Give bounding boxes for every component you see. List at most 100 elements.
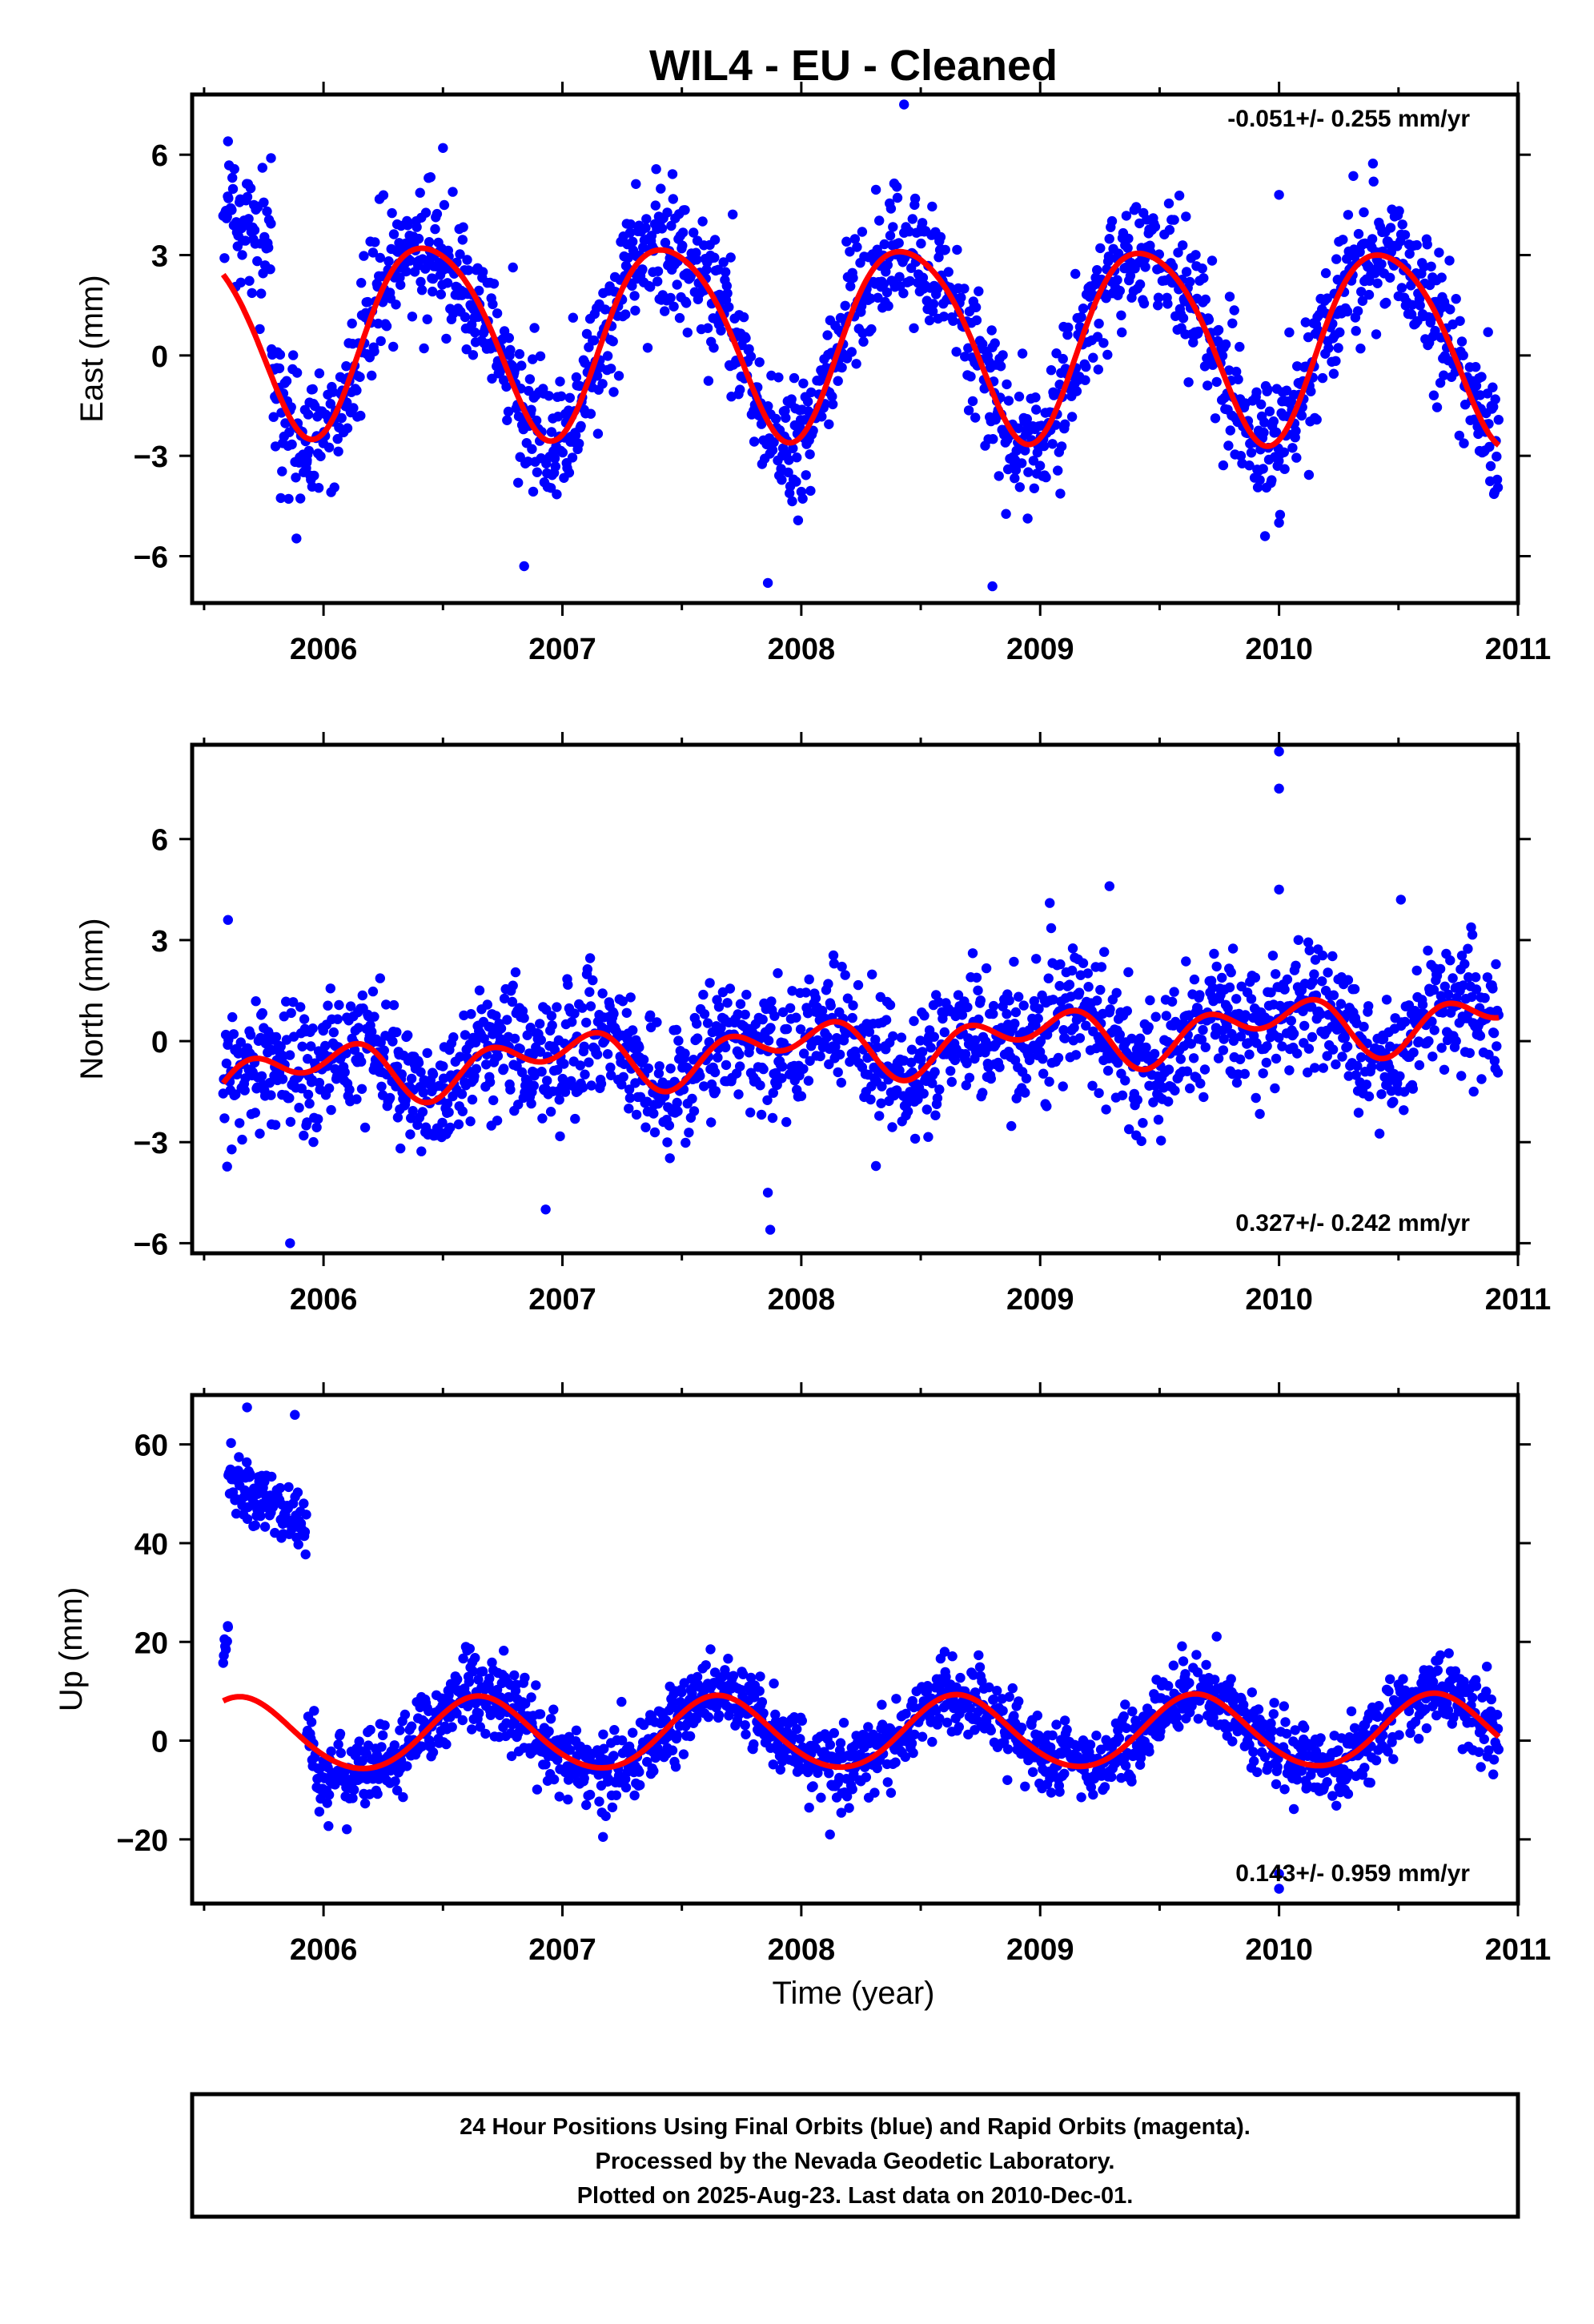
up-point (1007, 1683, 1018, 1694)
north-point (791, 1012, 801, 1023)
up-point (444, 1690, 454, 1701)
up-point (234, 1452, 244, 1462)
east-point (1244, 460, 1255, 471)
east-point (1092, 332, 1103, 342)
up-point (927, 1736, 938, 1747)
east-point (1454, 430, 1465, 441)
up-point (1126, 1776, 1137, 1787)
east-point (458, 222, 468, 232)
east-point (275, 349, 286, 360)
up-point (679, 1678, 689, 1688)
east-point (1259, 531, 1271, 541)
north-point (1342, 1041, 1353, 1052)
east-point (651, 164, 661, 175)
north-point (1006, 1120, 1017, 1132)
north-point (219, 1113, 230, 1124)
up-point (713, 1710, 725, 1720)
east-point (1178, 313, 1189, 324)
north-point (758, 1063, 769, 1075)
north-point (1235, 1031, 1247, 1042)
north-xtick-label: 2006 (290, 1283, 358, 1317)
north-point (1117, 1090, 1128, 1101)
north-point (235, 1118, 245, 1128)
up-point (869, 1787, 880, 1798)
east-point (341, 361, 351, 372)
up-point (389, 1740, 400, 1751)
north-point (765, 1224, 776, 1235)
north-point (1069, 1023, 1079, 1033)
north-point (1407, 1084, 1419, 1094)
up-point (1014, 1696, 1024, 1707)
north-point (1367, 1061, 1377, 1072)
north-point (1064, 979, 1075, 990)
up-point (1002, 1775, 1013, 1785)
north-point (1092, 995, 1102, 1006)
north-point (957, 1010, 968, 1020)
up-point (890, 1757, 901, 1767)
east-point (1385, 272, 1395, 283)
up-point (1020, 1781, 1030, 1791)
east-point (674, 312, 685, 324)
up-point (749, 1739, 759, 1750)
east-point (462, 255, 472, 265)
east-point (967, 396, 978, 407)
north-point (313, 1114, 323, 1124)
north-point (547, 1020, 557, 1031)
north-fit-line (221, 996, 1501, 1106)
north-point (1231, 1077, 1243, 1088)
up-point (835, 1738, 846, 1748)
north-point (1361, 1080, 1372, 1090)
north-point (1141, 1042, 1151, 1053)
east-xtick-label: 2011 (1485, 633, 1551, 666)
north-point (960, 1049, 971, 1059)
east-point (974, 286, 984, 296)
up-point (974, 1650, 984, 1661)
north-point (1078, 958, 1089, 968)
east-frame (190, 92, 1520, 605)
north-point (1417, 999, 1428, 1010)
east-point (416, 285, 428, 296)
up-point (909, 1702, 919, 1713)
up-point (584, 1789, 596, 1800)
north-point (837, 961, 847, 972)
north-point (586, 1080, 596, 1091)
north-xtick-label: 2009 (1006, 1283, 1074, 1317)
north-point (395, 1143, 406, 1154)
east-point (564, 392, 575, 403)
north-point (1143, 1022, 1154, 1032)
up-point (1076, 1792, 1086, 1803)
north-point (1255, 1108, 1265, 1120)
east-point (870, 184, 881, 195)
up-point (728, 1671, 739, 1681)
north-point (266, 1090, 276, 1100)
north-point (320, 1040, 331, 1051)
east-point (1210, 413, 1221, 424)
east-point (1357, 296, 1368, 306)
east-point (1010, 464, 1022, 476)
up-point (349, 1784, 359, 1795)
up-point (526, 1692, 536, 1703)
north-point (1489, 1055, 1500, 1066)
north-point (1054, 980, 1065, 991)
east-point (1271, 427, 1282, 437)
east-point (865, 293, 876, 304)
east-point (1415, 300, 1425, 311)
north-point (1363, 1001, 1374, 1011)
east-point (448, 187, 458, 197)
north-point (734, 1049, 745, 1060)
north-point (299, 1130, 309, 1141)
north-point (842, 993, 853, 1003)
east-point (388, 341, 399, 352)
up-point (611, 1790, 621, 1800)
north-point (902, 1106, 913, 1116)
east-point (1430, 325, 1440, 336)
up-point (571, 1725, 582, 1735)
north-point (540, 1204, 551, 1215)
up-point (218, 1658, 228, 1668)
east-point (767, 444, 778, 456)
up-point (941, 1671, 951, 1683)
up-point (608, 1751, 619, 1761)
east-point (1178, 240, 1188, 251)
east-point (1426, 261, 1436, 271)
east-point (488, 279, 500, 289)
